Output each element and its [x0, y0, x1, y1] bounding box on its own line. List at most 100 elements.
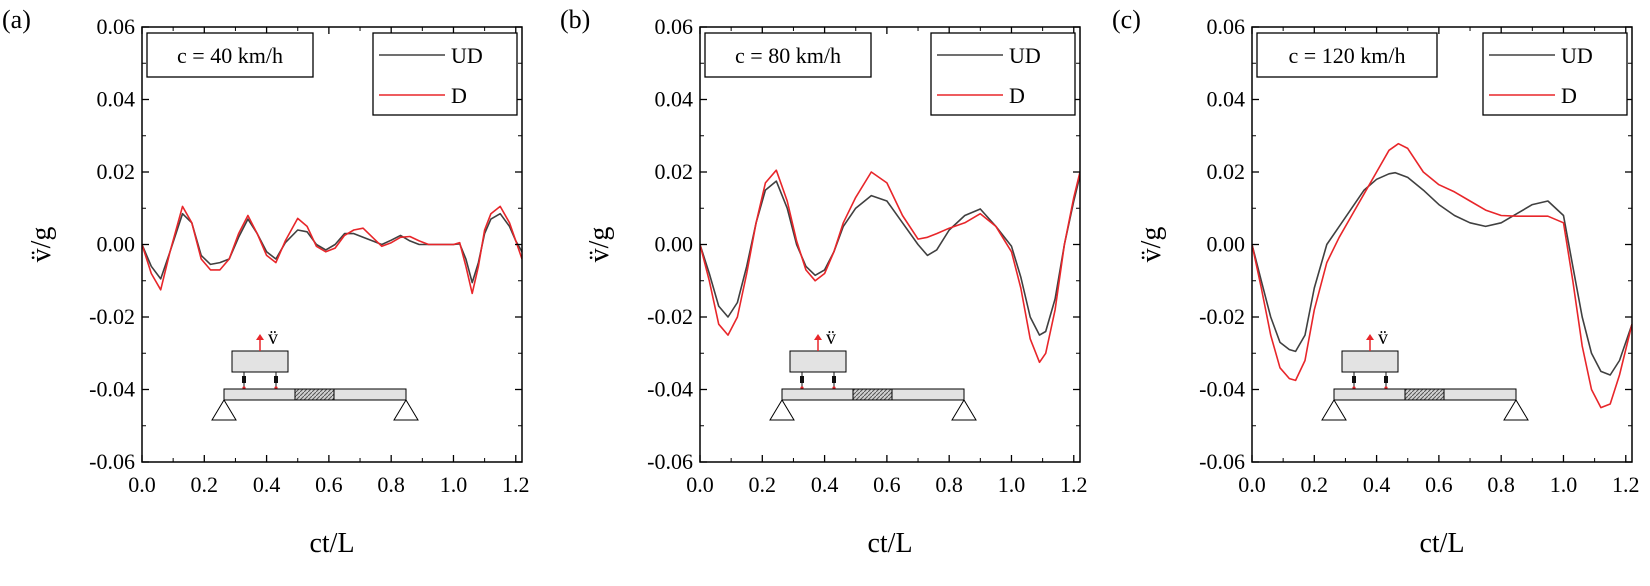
- vehicle-body: [789, 350, 847, 373]
- inset-accel-label: v̈: [1378, 327, 1388, 349]
- legend-label-D: D: [451, 83, 467, 108]
- ytick-label: -0.02: [1199, 304, 1245, 329]
- panel-label: (b): [560, 5, 590, 34]
- ytick-label: 0.00: [1207, 232, 1246, 257]
- xtick-label: 0.4: [811, 472, 839, 497]
- y-axis-label: v̈/g: [26, 227, 57, 263]
- inset-accel-label: v̈: [826, 327, 836, 349]
- ytick-label: 0.06: [97, 14, 136, 39]
- xtick-label: 0.0: [1238, 472, 1266, 497]
- chart-panel-1: v̈ 0.06 0.04 0.02 0.00 -0.02 -0.04 -0.060.0 0.2 0…: [560, 5, 1088, 559]
- ytick-label: -0.04: [89, 377, 135, 402]
- xtick-label: 1.0: [998, 472, 1026, 497]
- support-1: [951, 399, 977, 421]
- legend-label-D: D: [1009, 83, 1025, 108]
- xtick-label: 0.4: [253, 472, 281, 497]
- xtick-label: 0.8: [377, 472, 405, 497]
- xtick-label: 1.2: [502, 472, 530, 497]
- speed-label: c = 120 km/h: [1289, 43, 1406, 68]
- inset-accel-label: v̈: [268, 327, 278, 349]
- speed-label: c = 40 km/h: [177, 43, 283, 68]
- support-0: [769, 399, 795, 421]
- xtick-label: 0.8: [1487, 472, 1515, 497]
- ytick-label: 0.06: [1207, 14, 1246, 39]
- damaged-segment: [294, 388, 335, 401]
- panel-label: (c): [1112, 5, 1141, 34]
- support-1: [393, 399, 419, 421]
- panel-label: (a): [2, 5, 31, 34]
- xtick-label: 0.4: [1363, 472, 1391, 497]
- vehicle-body: [231, 350, 289, 373]
- series-group: [700, 169, 1080, 364]
- ytick-label: 0.04: [97, 87, 136, 112]
- ytick-label: -0.02: [647, 304, 693, 329]
- beam-inset: v̈: [769, 327, 977, 421]
- legend-frame: [930, 32, 1076, 116]
- xtick-label: 0.2: [1301, 472, 1329, 497]
- support-0: [1321, 399, 1347, 421]
- chart-panel-0: v̈ 0.06 0.04 0.02 0.00 -0.02 -0.04 -0.060.0 0.2 0…: [2, 5, 530, 559]
- speed-box-frame: [704, 32, 872, 78]
- speed-box-frame: [146, 32, 314, 78]
- ytick-label: -0.02: [89, 304, 135, 329]
- xtick-label: 1.2: [1060, 472, 1088, 497]
- series-line-D: [700, 169, 1080, 364]
- beam-inset: v̈: [1321, 327, 1529, 421]
- damaged-segment: [852, 388, 893, 401]
- xtick-label: 0.2: [749, 472, 777, 497]
- legend-frame: [1482, 32, 1628, 116]
- ytick-label: 0.02: [655, 159, 694, 184]
- series-group: [1252, 142, 1632, 409]
- x-axis-label: ct/L: [867, 528, 912, 559]
- ytick-label: 0.00: [97, 232, 136, 257]
- xtick-label: 0.6: [315, 472, 343, 497]
- speed-box-frame: [1256, 32, 1438, 78]
- ytick-label: 0.02: [97, 159, 136, 184]
- series-group: [142, 205, 522, 295]
- speed-box: c = 40 km/h: [146, 32, 314, 78]
- damaged-segment: [1404, 388, 1445, 401]
- support-0: [211, 399, 237, 421]
- speed-box: c = 80 km/h: [704, 32, 872, 78]
- ytick-label: -0.06: [89, 449, 135, 474]
- legend-label-D: D: [1561, 83, 1577, 108]
- beam-inset: v̈: [211, 327, 419, 421]
- xtick-label: 0.8: [935, 472, 963, 497]
- legend-frame: [372, 32, 518, 116]
- arrow-head-icon: [1366, 334, 1374, 340]
- ytick-label: 0.00: [655, 232, 694, 257]
- legend-label-UD: UD: [1009, 43, 1041, 68]
- y-axis-label: v̈/g: [1136, 227, 1167, 263]
- series-line-UD: [700, 175, 1080, 336]
- series-line-UD: [1252, 171, 1632, 376]
- legend: UD D: [1482, 32, 1628, 116]
- x-axis-label: ct/L: [1419, 528, 1464, 559]
- xtick-label: 0.6: [873, 472, 901, 497]
- arrow-head-icon: [814, 334, 822, 340]
- chart-panel-2: v̈ 0.06 0.04 0.02 0.00 -0.02 -0.04 -0.060.0 0.2 0…: [1112, 5, 1640, 559]
- xtick-label: 0.2: [191, 472, 219, 497]
- series-line-D: [1252, 142, 1632, 409]
- legend-label-UD: UD: [451, 43, 483, 68]
- y-axis-label: v̈/g: [584, 227, 615, 263]
- xtick-label: 0.6: [1425, 472, 1453, 497]
- ytick-label: 0.04: [1207, 87, 1246, 112]
- ytick-label: -0.06: [647, 449, 693, 474]
- vehicle-body: [1341, 350, 1399, 373]
- support-1: [1503, 399, 1529, 421]
- speed-box: c = 120 km/h: [1256, 32, 1438, 78]
- xtick-label: 1.0: [1550, 472, 1578, 497]
- xtick-label: 1.2: [1612, 472, 1640, 497]
- series-line-D: [142, 205, 522, 295]
- legend: UD D: [372, 32, 518, 116]
- legend: UD D: [930, 32, 1076, 116]
- ytick-label: 0.06: [655, 14, 694, 39]
- speed-label: c = 80 km/h: [735, 43, 841, 68]
- ytick-label: 0.04: [655, 87, 694, 112]
- xtick-label: 0.0: [128, 472, 156, 497]
- ytick-label: 0.02: [1207, 159, 1246, 184]
- arrow-head-icon: [256, 334, 264, 340]
- xtick-label: 0.0: [686, 472, 714, 497]
- ytick-label: -0.04: [647, 377, 693, 402]
- ytick-label: -0.04: [1199, 377, 1245, 402]
